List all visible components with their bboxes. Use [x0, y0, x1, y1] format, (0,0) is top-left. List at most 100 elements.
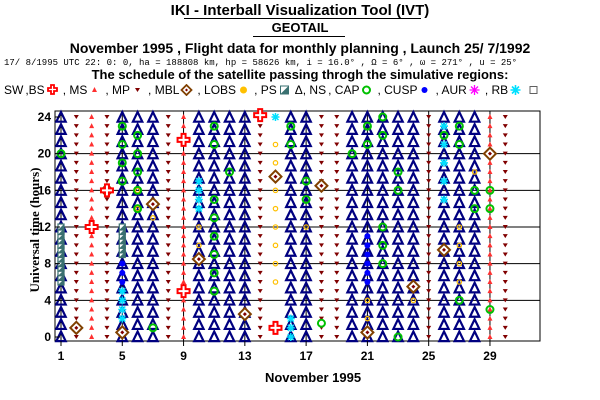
mp-marker — [334, 307, 340, 312]
mp-marker — [334, 197, 340, 202]
mp-marker — [73, 298, 79, 303]
ns-marker — [284, 292, 298, 306]
ns-marker — [391, 194, 405, 209]
ns-marker — [406, 146, 420, 160]
ms-marker — [487, 196, 493, 202]
ns-marker — [452, 182, 466, 196]
ms-marker — [487, 334, 493, 339]
ns-marker — [146, 268, 160, 282]
mp-marker — [104, 197, 110, 202]
cap-marker — [117, 121, 127, 131]
ns-marker — [192, 146, 206, 160]
ns-marker — [406, 231, 420, 245]
cusp-marker — [364, 242, 371, 249]
ns-marker — [284, 268, 298, 282]
ns-marker — [376, 207, 390, 221]
ns-marker — [207, 316, 221, 331]
cap-marker — [301, 195, 311, 204]
chart-marks — [54, 108, 508, 343]
ns-marker — [406, 268, 420, 282]
ns-marker — [284, 182, 298, 196]
mp-marker — [318, 243, 324, 248]
mp-marker — [318, 307, 324, 312]
mp-marker — [502, 151, 508, 156]
cap-marker — [454, 295, 464, 305]
mp-marker — [502, 124, 508, 129]
ns-marker — [192, 121, 206, 135]
ns-marker — [238, 170, 252, 184]
mp-marker — [318, 206, 324, 211]
mp-marker — [165, 170, 171, 174]
lobs-marker — [150, 215, 156, 221]
ns-marker — [115, 207, 129, 221]
mp-marker — [426, 225, 432, 229]
mp-marker — [426, 142, 432, 147]
ns-marker — [146, 304, 160, 318]
ns-marker — [54, 304, 68, 318]
legend-label: Δ, NS — [294, 83, 327, 97]
x-axis-label: November 1995 — [265, 370, 361, 385]
lobs-marker — [364, 315, 371, 322]
ns-marker — [299, 316, 313, 331]
ms-marker — [181, 279, 187, 284]
mp-marker — [104, 270, 110, 275]
ms-marker — [181, 324, 187, 330]
mp-marker — [257, 206, 263, 211]
plot-border — [54, 110, 541, 342]
lobs-marker — [272, 260, 279, 267]
cusp-marker — [119, 279, 126, 285]
mp-marker — [318, 151, 324, 156]
mp-marker — [73, 261, 79, 266]
x-tick-label: 13 — [238, 349, 252, 363]
ns-marker — [376, 231, 390, 245]
dot-icon — [237, 84, 250, 96]
ns-marker — [223, 255, 236, 270]
ns-marker — [115, 146, 129, 160]
ns-marker — [406, 207, 420, 221]
mp-marker — [257, 188, 263, 193]
ns-marker — [345, 255, 359, 270]
mp-marker — [426, 316, 432, 321]
ms-marker — [181, 169, 187, 174]
mp-marker — [104, 335, 110, 339]
mp-marker — [426, 270, 432, 275]
ns-marker — [345, 268, 359, 282]
ns-marker — [54, 316, 68, 331]
mp-marker — [334, 151, 340, 156]
mp-marker — [165, 225, 171, 229]
ns-marker — [284, 146, 298, 160]
mp-marker — [426, 335, 432, 339]
ns-marker — [376, 280, 390, 294]
mp-marker — [502, 160, 508, 165]
ns-marker — [345, 121, 359, 135]
mp-marker — [334, 289, 340, 294]
bs-marker — [99, 183, 114, 198]
ns-marker — [299, 243, 313, 257]
ns-marker — [452, 207, 466, 221]
legend-label: , CUSP — [377, 83, 418, 97]
mp-marker — [257, 160, 263, 165]
ns-marker — [360, 280, 374, 294]
ns-marker — [223, 133, 236, 148]
ns-marker — [468, 292, 482, 306]
mp-marker — [257, 307, 263, 312]
mp-marker — [426, 215, 432, 220]
ms-marker — [89, 334, 95, 339]
lobs-marker — [456, 279, 463, 285]
mp-marker — [334, 133, 340, 138]
mp-marker — [257, 298, 263, 303]
mp-marker — [73, 335, 79, 339]
asterisk-icon — [509, 84, 522, 96]
mp-marker — [426, 160, 432, 165]
ms-marker — [487, 315, 493, 321]
mp-marker — [334, 215, 340, 220]
mp-marker — [334, 170, 340, 174]
ps-marker-fill — [58, 224, 64, 230]
ms-marker — [89, 279, 95, 284]
cap-marker — [393, 332, 403, 342]
ns-marker — [284, 170, 298, 184]
mp-marker — [502, 243, 508, 248]
mp-marker — [318, 234, 324, 239]
cap-marker — [378, 240, 388, 250]
ns-marker — [391, 304, 405, 318]
